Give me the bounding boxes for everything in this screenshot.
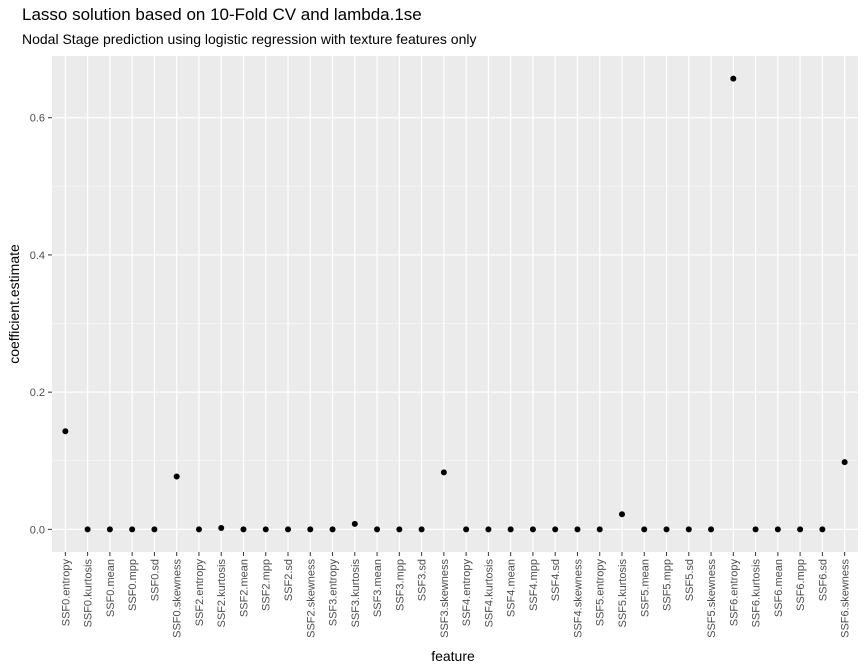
y-tick-label: 0.4: [30, 250, 45, 262]
data-point: [708, 526, 715, 533]
data-point: [418, 526, 425, 533]
data-point: [307, 526, 314, 533]
data-point: [195, 526, 202, 533]
x-tick-label: SSF6.entropy: [728, 559, 740, 627]
x-tick-label: SSF6.mean: [773, 559, 785, 617]
data-point: [685, 526, 692, 533]
x-axis: SSF0.entropy SSF0.kurtosis SSF0.mean SSF0.m…: [60, 552, 852, 638]
data-point: [106, 526, 113, 533]
x-tick-label: SSF4.sd: [550, 559, 562, 601]
data-point: [774, 526, 781, 533]
x-tick-label: SSF5.mean: [639, 559, 651, 617]
data-point: [841, 459, 848, 466]
data-point: [62, 428, 69, 435]
x-tick-label: SSF3.entropy: [328, 559, 340, 627]
data-point: [752, 526, 759, 533]
x-tick-label: SSF5.sd: [684, 559, 696, 601]
minor-grid: [52, 185, 858, 462]
major-grid: [52, 56, 858, 552]
data-point: [440, 469, 447, 476]
chart-subtitle: Nodal Stage prediction using logistic re…: [22, 31, 476, 47]
data-point: [574, 526, 581, 533]
x-tick-label: SSF6.skewness: [840, 559, 852, 638]
data-point: [730, 75, 737, 82]
data-point: [529, 526, 536, 533]
data-point: [240, 526, 247, 533]
data-point: [329, 526, 336, 533]
data-point: [819, 526, 826, 533]
data-point: [396, 526, 403, 533]
data-point: [596, 526, 603, 533]
data-point: [262, 526, 269, 533]
y-tick-label: 0.0: [30, 524, 45, 536]
x-tick-label: SSF2.skewness: [305, 559, 317, 638]
x-tick-label: SSF4.mean: [506, 559, 518, 617]
x-tick-label: SSF2.kurtosis: [216, 559, 228, 628]
x-axis-title: feature: [431, 648, 475, 664]
data-points: [62, 75, 848, 533]
x-tick-label: SSF4.mpp: [528, 559, 540, 611]
data-point: [663, 526, 670, 533]
x-tick-label: SSF6.sd: [817, 559, 829, 601]
x-tick-label: SSF2.entropy: [194, 559, 206, 627]
y-tick-label: 0.2: [30, 387, 45, 399]
data-point: [218, 524, 225, 531]
data-point: [797, 526, 804, 533]
data-point: [374, 526, 381, 533]
x-tick-label: SSF3.kurtosis: [350, 559, 362, 628]
x-tick-label: SSF0.mpp: [127, 559, 139, 611]
x-tick-label: SSF0.sd: [149, 559, 161, 601]
y-axis: 0.0 0.2 0.4 0.6: [30, 113, 52, 536]
data-point: [641, 526, 648, 533]
x-tick-label: SSF5.kurtosis: [617, 559, 629, 628]
x-tick-label: SSF6.kurtosis: [751, 559, 763, 628]
x-tick-label: SSF4.kurtosis: [483, 559, 495, 628]
plot-panel: [52, 56, 858, 552]
data-point: [173, 473, 180, 480]
y-tick-label: 0.6: [30, 113, 45, 125]
x-tick-label: SSF5.skewness: [706, 559, 718, 638]
data-point: [285, 526, 292, 533]
data-point: [618, 511, 625, 518]
x-tick-label: SSF4.skewness: [572, 559, 584, 638]
x-tick-label: SSF0.mean: [105, 559, 117, 617]
data-point: [351, 520, 358, 527]
data-point: [485, 526, 492, 533]
data-point: [552, 526, 559, 533]
data-point: [463, 526, 470, 533]
x-tick-label: SSF0.skewness: [172, 559, 184, 638]
x-tick-label: SSF2.sd: [283, 559, 295, 601]
x-tick-label: SSF2.mpp: [261, 559, 273, 611]
x-tick-label: SSF3.skewness: [439, 559, 451, 638]
x-tick-label: SSF3.mpp: [394, 559, 406, 611]
x-tick-label: SSF3.sd: [417, 559, 429, 601]
x-tick-label: SSF4.entropy: [461, 559, 473, 627]
x-tick-label: SSF5.mpp: [662, 559, 674, 611]
x-tick-label: SSF3.mean: [372, 559, 384, 617]
x-tick-label: SSF0.kurtosis: [83, 559, 95, 628]
chart-title: Lasso solution based on 10-Fold CV and l…: [22, 5, 422, 24]
data-point: [84, 526, 91, 533]
y-axis-title: coefficient.estimate: [6, 244, 22, 364]
data-point: [151, 526, 158, 533]
data-point: [507, 526, 514, 533]
x-tick-label: SSF6.mpp: [795, 559, 807, 611]
data-point: [129, 526, 136, 533]
x-tick-label: SSF5.entropy: [595, 559, 607, 627]
x-tick-label: SSF2.mean: [238, 559, 250, 617]
x-tick-label: SSF0.entropy: [60, 559, 72, 627]
